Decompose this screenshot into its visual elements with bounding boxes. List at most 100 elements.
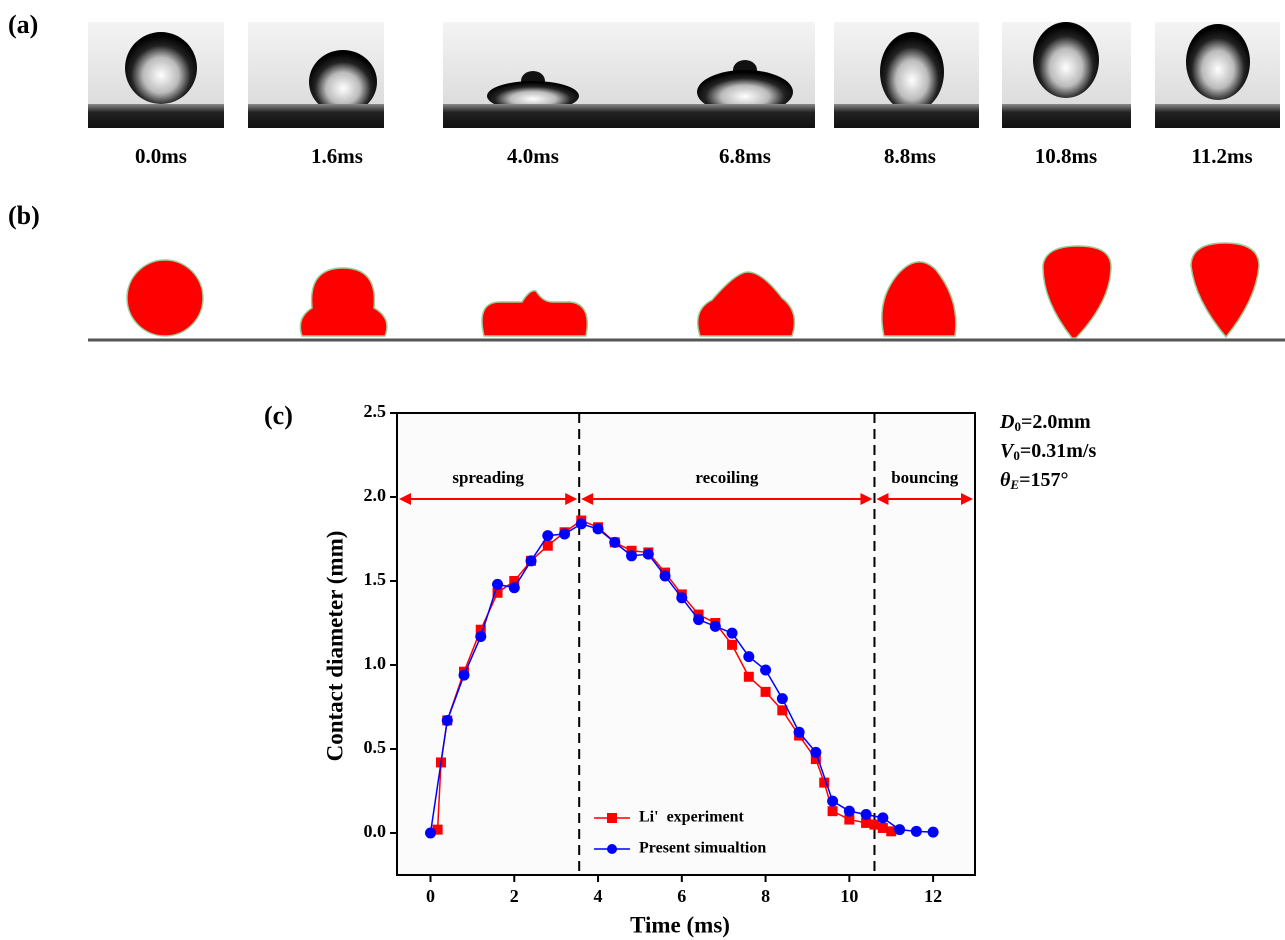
parameter: θE=157°	[1000, 469, 1068, 492]
marker	[542, 530, 554, 542]
x-axis-title: Time (ms)	[630, 912, 730, 937]
marker	[844, 814, 855, 825]
marker	[886, 826, 897, 837]
marker	[810, 746, 822, 758]
marker	[492, 587, 503, 598]
marker	[894, 824, 906, 836]
droplet	[487, 81, 579, 111]
arrow-head	[565, 493, 578, 505]
x-tick-label: 4	[594, 886, 603, 906]
x-tick-label: 2	[510, 886, 519, 906]
droplet	[697, 271, 796, 337]
parameter-value: =0.31m/s	[1020, 440, 1097, 462]
x-tick-label: 6	[677, 886, 686, 906]
marker	[861, 817, 872, 828]
marker	[693, 614, 705, 626]
y-tick-label: 1.0	[364, 653, 387, 673]
marker	[592, 523, 604, 535]
marker	[709, 620, 721, 632]
arrow-head	[399, 493, 411, 505]
droplet	[881, 261, 957, 337]
droplet	[309, 50, 377, 114]
marker	[743, 671, 754, 682]
y-tick-label: 2.5	[364, 401, 387, 421]
parameter-value: =157°	[1019, 469, 1068, 491]
substrate	[443, 104, 640, 128]
parameter-subscript: E	[1009, 477, 1019, 492]
marker	[743, 651, 755, 663]
y-tick-label: 2.0	[364, 485, 387, 505]
marker	[777, 705, 788, 716]
legend-label: Li' experiment	[639, 809, 745, 826]
marker	[877, 822, 888, 833]
arrow-head	[876, 493, 889, 505]
panel-label: (a)	[8, 10, 38, 39]
parameter-subscript: 0	[1013, 448, 1020, 463]
frame-time: 1.6ms	[311, 144, 363, 168]
marker	[559, 528, 571, 540]
substrate	[248, 104, 384, 128]
marker	[827, 806, 838, 817]
parameter-subscript: 0	[1014, 419, 1021, 434]
chart: 0 2 4 6 8 10 12 0.0 0.5 1.0 1.5 2.0 2.5 Time (ms) Cont…	[322, 401, 1096, 937]
droplet	[1186, 24, 1250, 100]
marker	[860, 809, 872, 821]
marker	[425, 827, 437, 839]
parameter-symbol: θ	[1000, 469, 1011, 491]
frame-time: 0.0ms	[135, 144, 187, 168]
marker	[525, 555, 537, 567]
phase-label: bouncing	[891, 468, 959, 487]
parameter-value: =2.0mm	[1021, 411, 1091, 433]
legend-marker	[607, 844, 617, 854]
arrow-head	[860, 493, 873, 505]
marker	[760, 686, 771, 697]
marker	[727, 639, 738, 650]
marker	[927, 826, 939, 838]
marker	[659, 570, 671, 582]
frame-time: 6.8ms	[719, 144, 771, 168]
marker	[793, 726, 805, 738]
marker	[760, 664, 772, 676]
substrate	[637, 104, 815, 128]
frame-time: 10.8ms	[1035, 144, 1097, 168]
droplet	[125, 32, 197, 104]
frame-time: 8.8ms	[884, 144, 936, 168]
y-tick-label: 0.0	[364, 821, 387, 841]
marker	[910, 825, 922, 837]
marker	[542, 540, 553, 551]
droplet	[880, 32, 944, 112]
droplet	[1190, 242, 1260, 339]
parameter: D0=2.0mm	[999, 411, 1091, 434]
droplet	[481, 289, 588, 337]
y-tick-label: 1.5	[364, 569, 387, 589]
marker	[810, 754, 821, 765]
marker	[726, 627, 738, 639]
droplet	[697, 70, 793, 114]
marker	[626, 550, 638, 562]
plot-area	[396, 412, 976, 876]
panel-label: (c)	[264, 401, 293, 430]
y-axis-title: Contact diameter (mm)	[322, 531, 347, 762]
marker	[432, 824, 443, 835]
legend-label: Present simualtion	[639, 840, 766, 857]
marker	[676, 592, 688, 604]
simulation-frames	[88, 242, 1285, 342]
arrow-head	[961, 493, 973, 505]
x-tick-label: 12	[924, 886, 942, 906]
parameter-symbol: V	[1000, 440, 1015, 462]
y-tick-label: 0.5	[364, 737, 387, 757]
marker	[509, 576, 520, 586]
droplet	[1033, 22, 1099, 98]
marker	[475, 624, 486, 635]
droplet	[299, 267, 388, 337]
substrate	[1002, 104, 1131, 128]
frame-time: 11.2ms	[1191, 144, 1252, 168]
droplet	[126, 259, 204, 337]
substrate	[88, 104, 224, 128]
marker	[458, 669, 470, 681]
marker	[827, 795, 839, 807]
marker	[819, 777, 830, 788]
marker	[642, 548, 654, 560]
marker	[776, 693, 788, 705]
